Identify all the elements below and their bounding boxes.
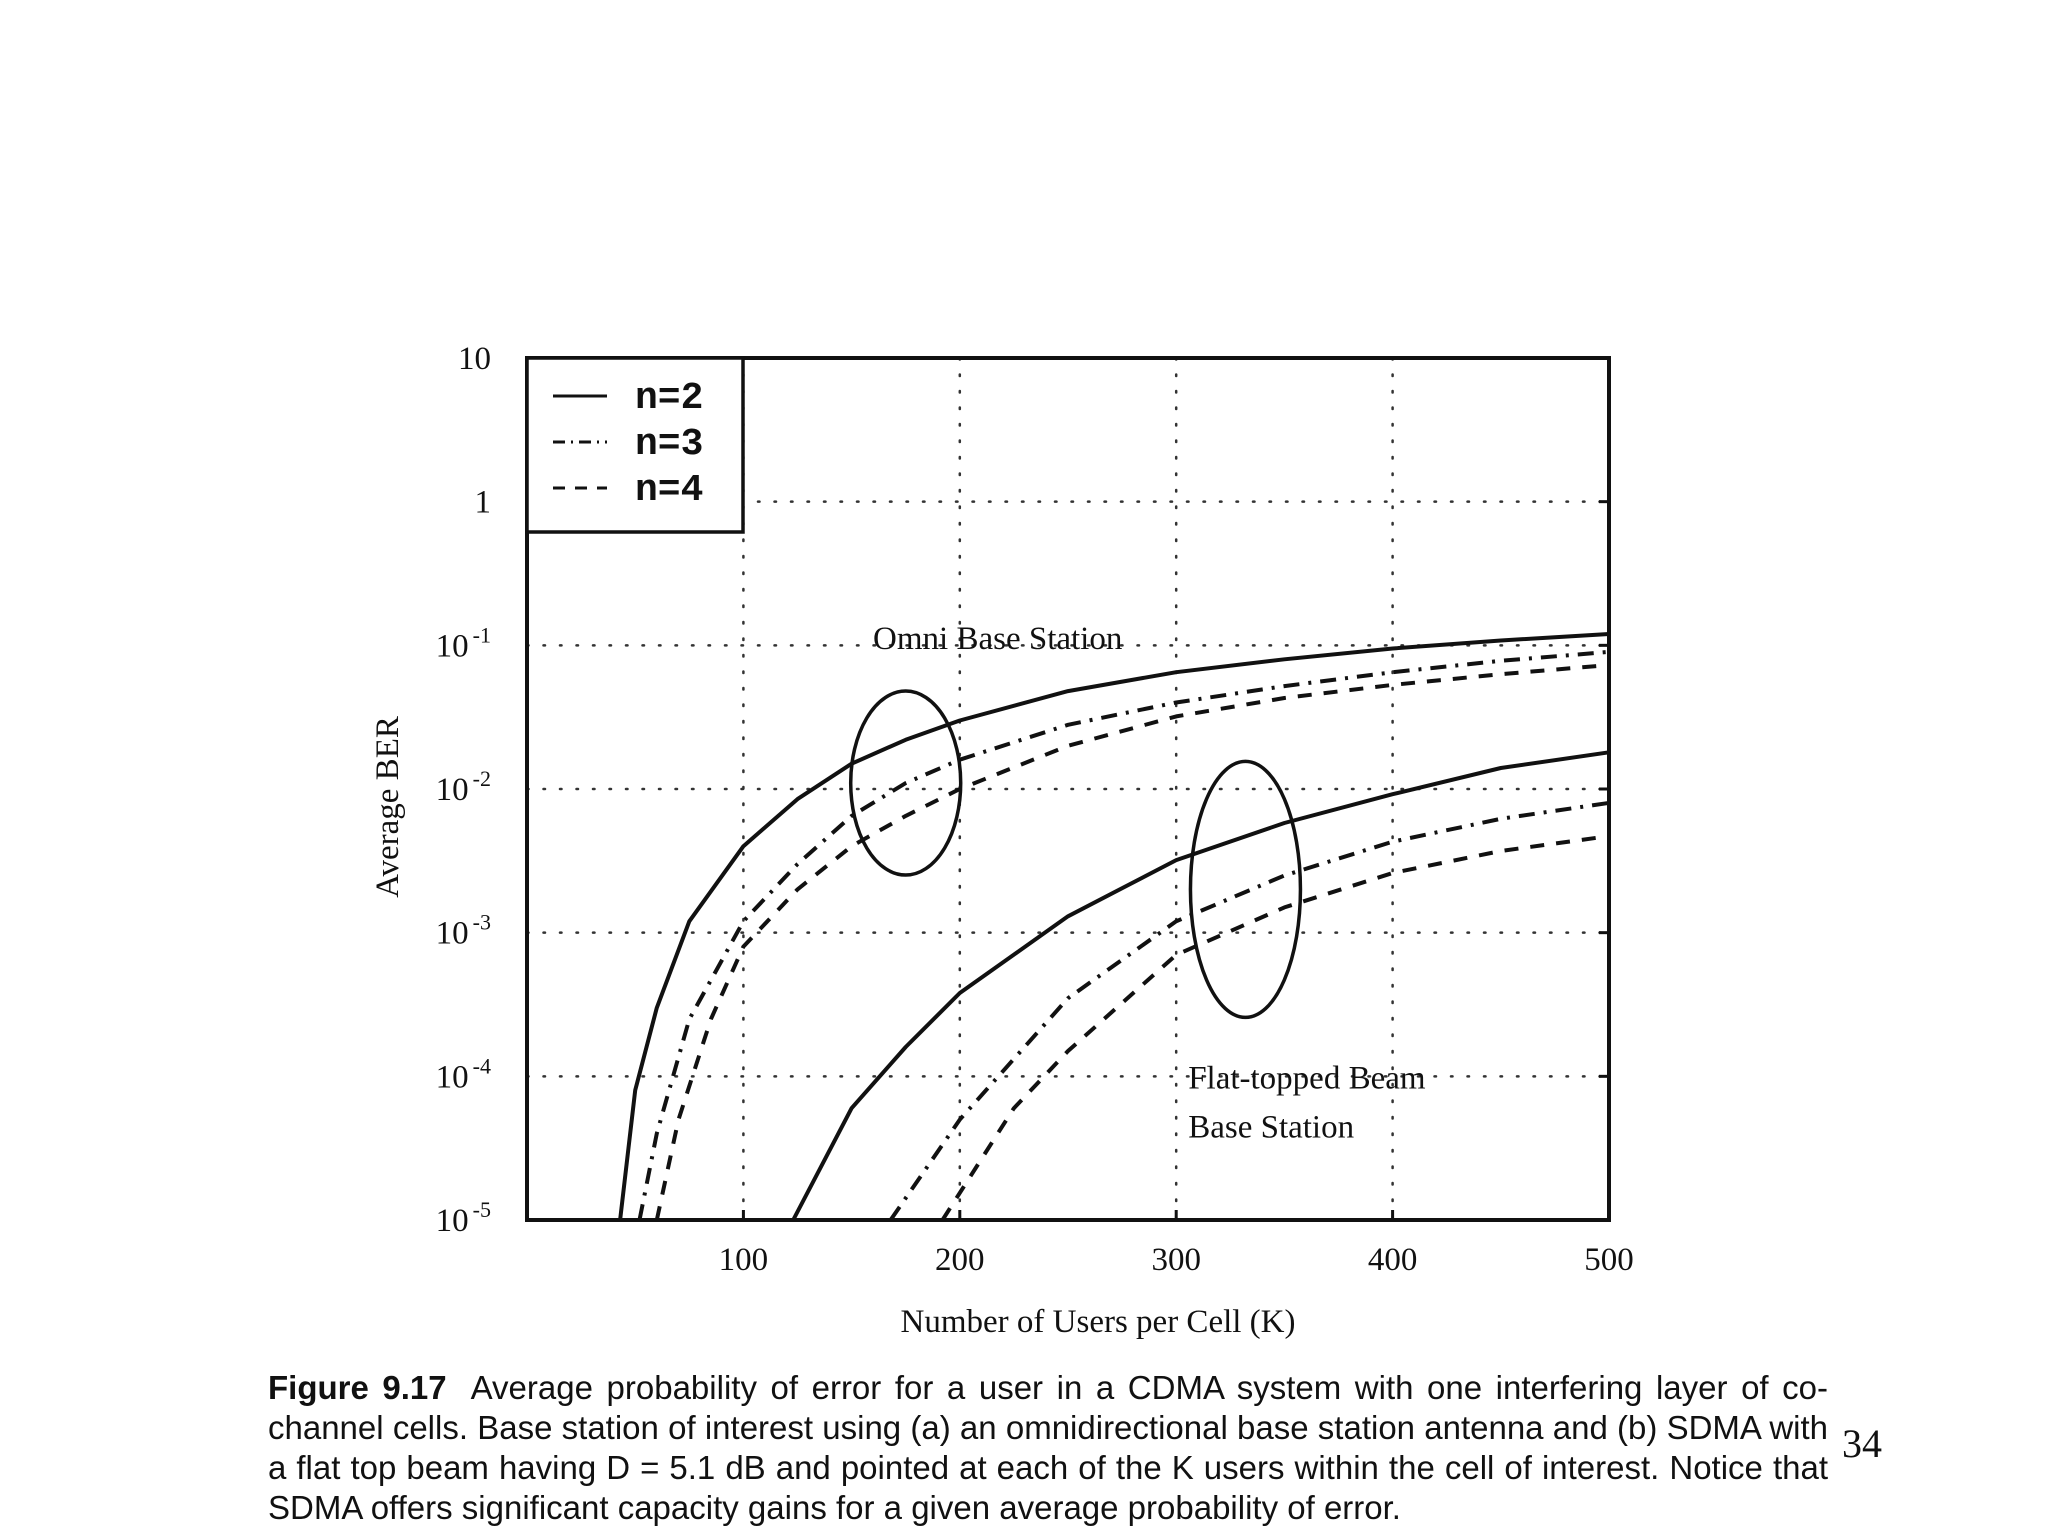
caption-label: Figure 9.17 (268, 1369, 447, 1406)
legend-box (525, 356, 745, 534)
beam-annotation-label: Flat-topped Beam (1188, 1060, 1426, 1096)
series-beam-n3 (888, 800, 1610, 1222)
x-tick-label: 100 (719, 1242, 769, 1278)
figure-caption: Figure 9.17 Average probability of error … (268, 1368, 1828, 1528)
tick-labels: 100 200 300 400 500 10 1 10-1 10-2 10-3 10-4 10-5 (436, 341, 1634, 1278)
legend: n=2n=3n=4 (525, 356, 745, 534)
beam-ellipse (1188, 759, 1303, 1020)
y-tick-label: 10 -2 (436, 766, 491, 808)
y-tick-label: 1 (475, 485, 492, 521)
y-tick-label: 10 -5 (436, 1197, 491, 1239)
legend-label: n=3 (635, 423, 703, 466)
x-tick-label: 300 (1151, 1242, 1201, 1278)
caption-text: Average probability of error for a user … (268, 1369, 1829, 1526)
page-number: 34 (1842, 1421, 1882, 1466)
x-tick-label: 400 (1368, 1242, 1418, 1278)
x-tick-label: 200 (935, 1242, 985, 1278)
series-beam-n2 (791, 750, 1610, 1221)
series-omni-n2 (618, 632, 1610, 1221)
legend-label: n=2 (635, 377, 703, 420)
y-tick-label: 10 (458, 341, 491, 377)
legend-label: n=4 (635, 469, 703, 512)
y-tick-label: 10 -1 (436, 622, 491, 664)
omni-ellipse (848, 689, 963, 877)
series-lines (618, 632, 1610, 1222)
annotations: Omni Base Station Flat-topped Beam Base St… (848, 621, 1426, 1145)
series-omni-n4 (654, 663, 1610, 1221)
series-beam-n4 (940, 834, 1610, 1222)
beam-annotation-label: Base Station (1188, 1109, 1354, 1145)
y-axis-label: Average BER (370, 716, 406, 898)
series-omni-n3 (637, 649, 1610, 1221)
x-axis-label: Number of Users per Cell (K) (901, 1304, 1296, 1340)
omni-annotation-label: Omni Base Station (873, 621, 1122, 657)
y-tick-label: 10 -3 (436, 910, 491, 952)
x-tick-label: 500 (1584, 1242, 1634, 1278)
y-tick-label: 10 -4 (436, 1053, 491, 1095)
